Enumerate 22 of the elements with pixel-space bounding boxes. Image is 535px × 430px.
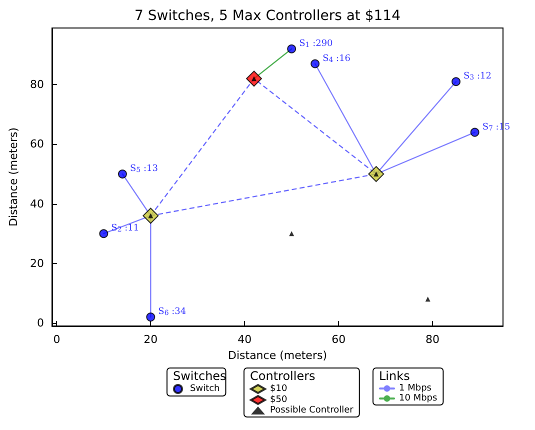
y-axis-title: Distance (meters)	[7, 128, 20, 226]
y-tick-label: 40	[30, 197, 44, 210]
x-tick-label: 20	[144, 333, 158, 346]
legend-label: 10 Mbps	[399, 394, 438, 404]
text: Links	[379, 369, 410, 383]
y-tick-label: 20	[30, 256, 44, 270]
legend-label: Possible Controller	[270, 406, 354, 416]
y-tick-label: 80	[30, 78, 44, 92]
x-tick-label: 60	[332, 333, 346, 346]
text: Switches	[173, 369, 226, 383]
x-tick-label: 80	[426, 333, 440, 346]
legend-label: $50	[270, 395, 288, 405]
x-axis-title: Distance (meters)	[228, 348, 327, 362]
legend-label: Switch	[190, 384, 220, 394]
text: Controllers	[250, 369, 316, 383]
legend-label: $10	[270, 384, 288, 394]
legend-label: 1 Mbps	[399, 384, 432, 394]
x-tick-label: 0	[53, 333, 60, 346]
y-tick-label: 0	[37, 316, 44, 330]
y-tick-label: 60	[30, 138, 44, 151]
x-tick-label: 40	[238, 333, 252, 346]
chart-title: 7 Switches, 5 Max Controllers at $114	[134, 8, 401, 24]
